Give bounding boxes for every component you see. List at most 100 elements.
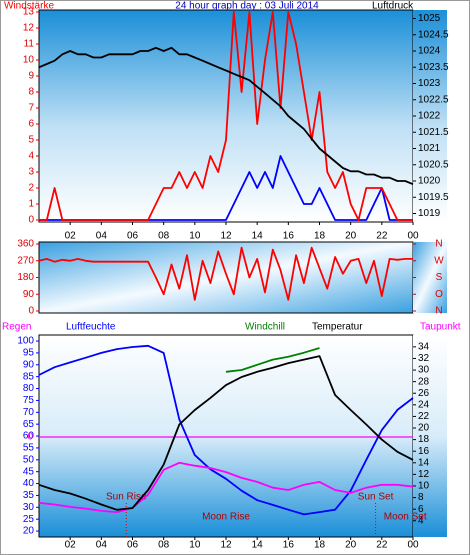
y2-tick-label: 1022.5 <box>418 94 449 105</box>
y2-tick-label: N <box>435 239 442 250</box>
series-line <box>38 246 413 301</box>
y-tick-label: 360 <box>17 239 34 250</box>
y-tick-label: 5 <box>28 135 34 146</box>
annotation: Sun Rise <box>106 492 147 503</box>
y-tick-label: 95 <box>23 348 35 359</box>
x-tick-label: 00 <box>407 231 419 242</box>
y2-tick-label: 30 <box>418 365 430 376</box>
x-tick-label: 14 <box>252 231 264 242</box>
y-tick-label: 1 <box>28 199 34 210</box>
series-name: Luftdruck <box>372 1 414 12</box>
y-tick-label: 100 <box>17 336 34 347</box>
x-tick-label: 22 <box>376 231 388 242</box>
y2-tick-label: 20 <box>418 423 430 434</box>
y-tick-label: 4 <box>28 151 34 162</box>
y-tick-label: 75 <box>23 395 35 406</box>
y2-tick-label: 10 <box>418 481 430 492</box>
legend-entry: Windchill <box>245 322 285 333</box>
y-tick-label: 30 <box>23 502 35 513</box>
y3-tick-label: 0 <box>27 432 33 443</box>
x-tick-label: 04 <box>96 540 108 551</box>
y-tick-label: 55 <box>23 443 35 454</box>
annotation: Moon Rise <box>202 512 250 523</box>
x-tick-label: 12 <box>220 231 232 242</box>
y-tick-label: 7 <box>28 103 34 114</box>
y2-tick-label: 1021.5 <box>418 127 449 138</box>
x-tick-label: 14 <box>252 540 264 551</box>
annotation: Sun Set <box>358 492 394 503</box>
x-tick-label: 18 <box>314 540 326 551</box>
y-tick-label: 13 <box>23 7 35 18</box>
y2-tick-label: 1024 <box>418 46 441 57</box>
x-tick-label: 16 <box>283 231 295 242</box>
x-tick-label: 00 <box>407 540 419 551</box>
series-line <box>225 347 320 373</box>
x-tick-label: 02 <box>65 540 77 551</box>
x-tick-label: 04 <box>96 231 108 242</box>
y2-tick-label: S <box>436 272 443 283</box>
y2-tick-label: 1020.5 <box>418 159 449 170</box>
y-tick-label: 85 <box>23 371 35 382</box>
y-tick-label: 20 <box>23 526 35 537</box>
y-tick-label: 180 <box>17 272 34 283</box>
y2-tick-label: N <box>435 306 442 317</box>
y2-tick-label: 1025 <box>418 13 441 24</box>
y2-tick-label: O <box>435 289 443 300</box>
y2-tick-label: 8 <box>418 492 424 503</box>
y-tick-label: 11 <box>24 39 35 50</box>
y2-tick-label: 24 <box>418 399 430 410</box>
x-tick-label: 16 <box>283 540 295 551</box>
y-tick-label: 2 <box>28 183 34 194</box>
y2-tick-label: 18 <box>418 434 430 445</box>
y-tick-label: 8 <box>28 87 34 98</box>
x-tick-label: 08 <box>158 231 170 242</box>
x-tick-label: 20 <box>345 231 357 242</box>
y-tick-label: 70 <box>23 407 35 418</box>
y-tick-label: 50 <box>23 454 35 465</box>
y2-tick-label: W <box>434 255 444 266</box>
x-tick-label: 10 <box>189 231 201 242</box>
x-tick-label: 02 <box>65 231 77 242</box>
series-line <box>38 461 414 513</box>
series-name: Windstärke <box>4 1 54 12</box>
y2-tick-label: 1019 <box>418 208 441 219</box>
series-line <box>39 11 413 221</box>
legend-entry: Luftfeuchte <box>66 322 116 333</box>
y2-tick-label: 26 <box>418 388 430 399</box>
y-tick-label: 25 <box>23 514 35 525</box>
y-tick-label: 10 <box>23 55 35 66</box>
x-tick-label: 22 <box>376 540 388 551</box>
right-axis-strip <box>413 335 447 537</box>
right-axis-strip <box>413 242 447 313</box>
y2-tick-label: 32 <box>418 353 430 364</box>
y2-tick-label: 1022 <box>418 111 441 122</box>
plot-area <box>38 9 414 223</box>
y-tick-label: 6 <box>28 119 34 130</box>
y-tick-label: 60 <box>23 431 35 442</box>
x-tick-label: 08 <box>158 540 170 551</box>
y2-tick-label: 1021 <box>418 143 441 154</box>
y2-tick-label: 14 <box>418 457 430 468</box>
y-tick-label: 270 <box>17 255 34 266</box>
right-axis-strip <box>413 10 447 222</box>
y2-tick-label: 6 <box>418 504 424 515</box>
y2-tick-label: 12 <box>418 469 430 480</box>
y2-tick-label: 1024.5 <box>418 29 449 40</box>
y2-tick-label: 28 <box>418 376 430 387</box>
legend-entry: Regen <box>2 322 31 333</box>
series-line <box>38 344 414 516</box>
y2-tick-label: 16 <box>418 446 430 457</box>
x-tick-label: 20 <box>345 540 357 551</box>
y-tick-label: 65 <box>23 419 35 430</box>
y-tick-label: 35 <box>23 490 35 501</box>
x-tick-label: 06 <box>127 231 139 242</box>
plot-area <box>38 334 414 538</box>
y-tick-label: 3 <box>28 167 34 178</box>
y2-tick-label: 1023.5 <box>418 62 449 73</box>
y-tick-label: 90 <box>23 289 35 300</box>
y-tick-label: 45 <box>23 466 35 477</box>
y2-tick-label: 1019.5 <box>418 192 449 203</box>
chart-title: 24 hour graph day : 03 Juli 2014 <box>175 1 319 12</box>
x-tick-label: 18 <box>314 231 326 242</box>
y-tick-label: 0 <box>28 306 34 317</box>
